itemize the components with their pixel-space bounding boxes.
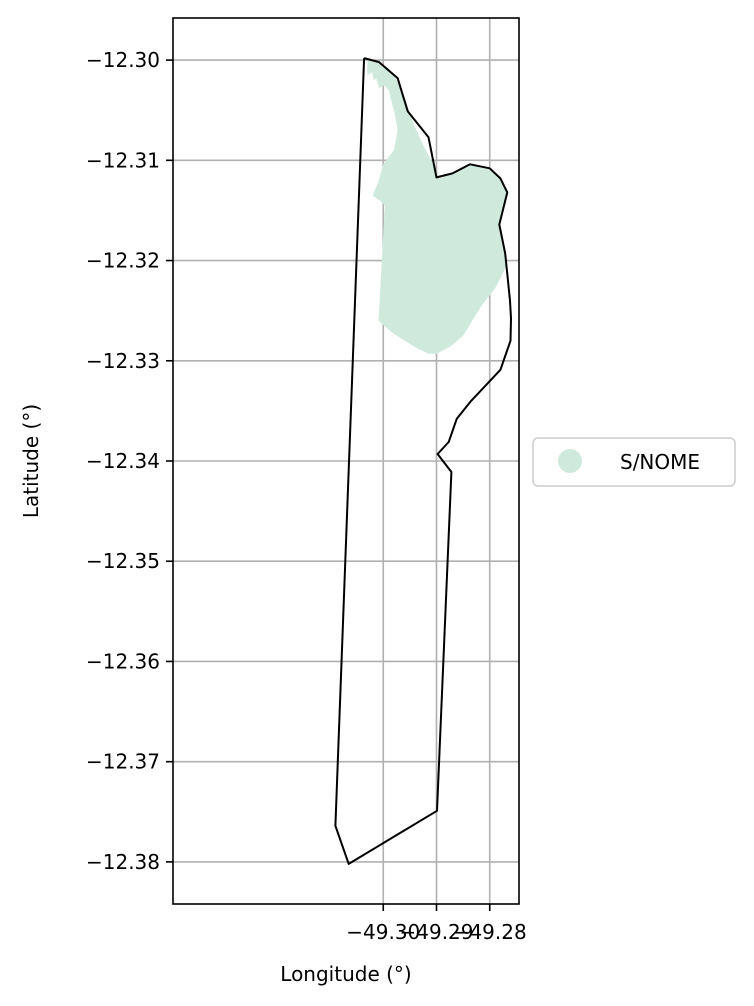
y-tick-label: −12.35 bbox=[86, 549, 160, 573]
y-tick-label: −12.31 bbox=[86, 148, 160, 172]
grid bbox=[173, 18, 519, 904]
y-tick-label: −12.37 bbox=[86, 750, 160, 774]
y-tick-label: −12.34 bbox=[86, 449, 160, 473]
y-tick-label: −12.36 bbox=[86, 649, 160, 673]
x-axis-label: Longitude (°) bbox=[280, 962, 411, 986]
legend-frame bbox=[532, 437, 736, 487]
x-tick-label: −49.28 bbox=[453, 920, 527, 944]
y-tick-label: −12.30 bbox=[86, 48, 160, 72]
y-tick-label: −12.32 bbox=[86, 249, 160, 273]
municipality-boundary bbox=[334, 57, 512, 865]
y-tick-label: −12.33 bbox=[86, 349, 160, 373]
x-tick-label: −49.29 bbox=[399, 920, 473, 944]
snome-area bbox=[367, 60, 508, 354]
legend-label: S/NOME bbox=[620, 450, 700, 474]
legend: S/NOME bbox=[532, 437, 736, 487]
x-tick-label: −49.30 bbox=[346, 920, 420, 944]
legend-marker bbox=[558, 449, 582, 473]
y-axis-label: Latitude (°) bbox=[19, 404, 43, 518]
axis-ticks: −49.30−49.29−49.28 −12.30 −12.31 −12.32 −12.… bbox=[86, 48, 527, 944]
y-tick-label: −12.38 bbox=[86, 850, 160, 874]
